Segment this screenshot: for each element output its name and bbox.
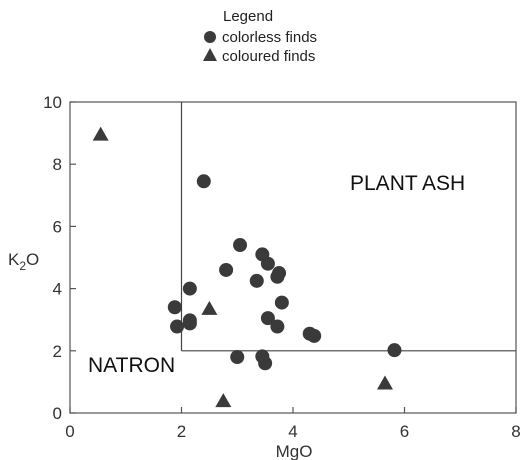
coloured-find-point	[215, 393, 232, 408]
legend-circle-marker	[204, 31, 216, 43]
coloured-find-point	[92, 126, 109, 141]
colorless-find-point	[249, 273, 264, 288]
x-tick-label: 4	[288, 422, 297, 441]
region-label-plant-ash: PLANT ASH	[350, 172, 465, 195]
x-tick-label: 8	[511, 422, 520, 441]
colorless-find-point	[167, 300, 182, 315]
region-label-natron: NATRON	[88, 354, 175, 377]
colorless-find-point	[260, 256, 275, 271]
colorless-find-point	[196, 174, 211, 189]
colorless-find-point	[270, 269, 285, 284]
legend-label-colorless: colorless finds	[222, 29, 317, 46]
colorless-find-point	[182, 281, 197, 296]
colorless-find-point	[219, 262, 234, 277]
colorless-find-point	[182, 316, 197, 331]
y-axis-label: K2O	[8, 250, 39, 273]
colorless-find-point	[230, 350, 245, 365]
y-tick-label: 6	[53, 217, 62, 236]
legend-label-coloured: coloured finds	[222, 48, 315, 65]
legend-title: Legend	[223, 8, 273, 25]
y-tick-label: 0	[53, 404, 62, 423]
data-points	[92, 126, 402, 408]
colorless-find-point	[260, 311, 275, 326]
colorless-find-point	[387, 343, 402, 358]
coloured-find-point	[376, 375, 393, 390]
colorless-find-point	[270, 319, 285, 334]
colorless-find-point	[170, 319, 185, 334]
y-tick-label: 8	[53, 155, 62, 174]
x-axis-label: MgO	[276, 442, 313, 460]
coloured-find-point	[201, 300, 218, 315]
y-tick-label: 2	[53, 342, 62, 361]
colorless-find-point	[258, 356, 273, 371]
legend-triangle-marker	[203, 48, 217, 61]
colorless-find-point	[233, 238, 248, 253]
y-axis-ticks: 0 2 4 6 8 10	[43, 93, 76, 423]
colorless-find-point	[307, 328, 322, 343]
x-axis-ticks: 0 2 4 6 8	[65, 407, 521, 441]
x-tick-label: 2	[177, 422, 186, 441]
legend: Legend colorless finds coloured finds	[203, 8, 317, 65]
y-tick-label: 10	[43, 93, 62, 112]
x-tick-label: 6	[400, 422, 409, 441]
x-tick-label: 0	[65, 422, 74, 441]
y-tick-label: 4	[53, 280, 62, 299]
colorless-find-point	[274, 295, 289, 310]
